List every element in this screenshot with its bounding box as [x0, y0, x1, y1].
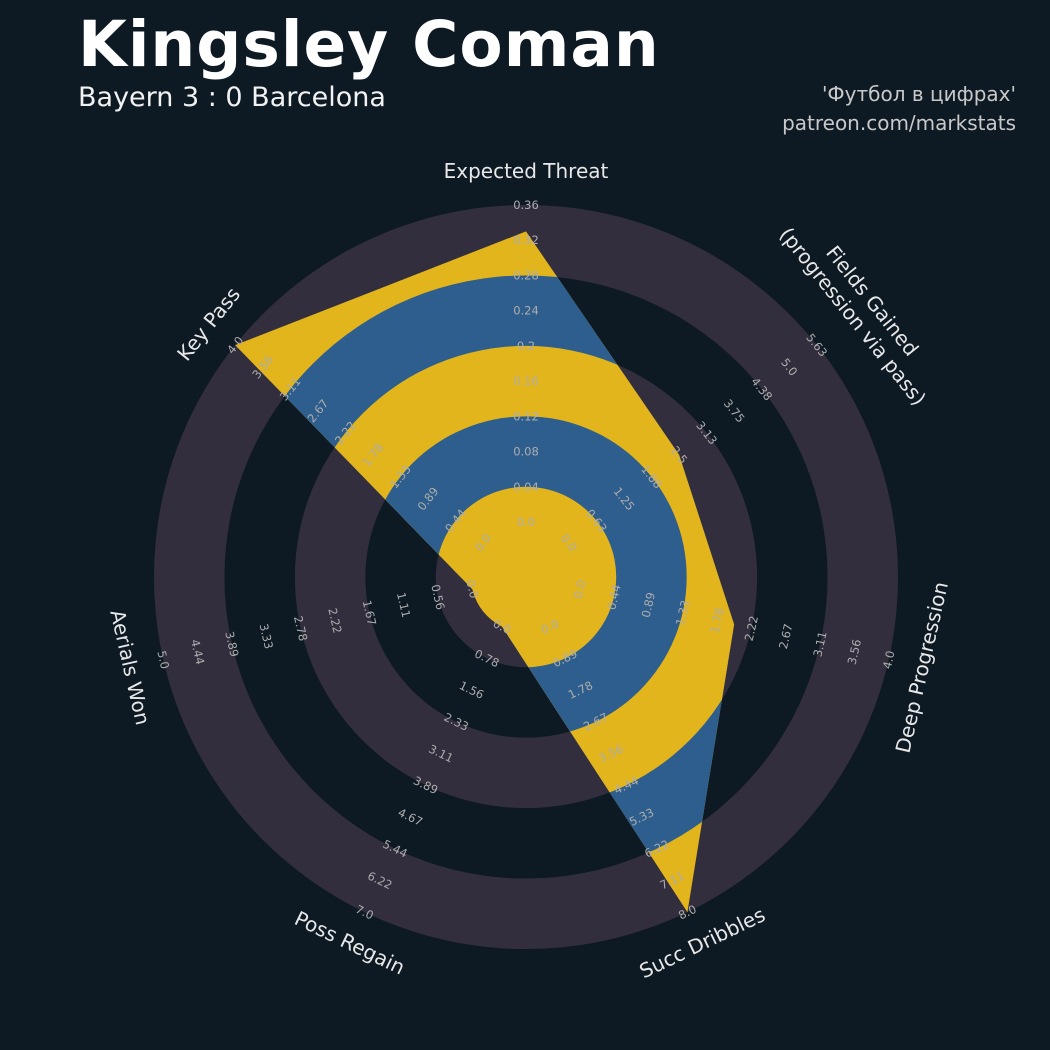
tick-label: 0.32 — [513, 233, 539, 247]
tick-label: 2.22 — [742, 614, 761, 642]
tick-label: 4.0 — [880, 649, 898, 670]
tick-label: 0.2 — [517, 339, 535, 353]
tick-label: 0.12 — [513, 409, 539, 423]
tick-label: 0.89 — [639, 591, 658, 619]
tick-label: 0.0 — [571, 579, 589, 600]
tick-label: 0.0 — [517, 515, 535, 529]
tick-label: 0.04 — [513, 480, 539, 494]
tick-label: 0.24 — [513, 304, 539, 318]
credits: 'Футбол в цифрах' patreon.com/markstats — [782, 80, 1016, 138]
tick-label: 2.67 — [776, 622, 795, 650]
tick-label: 1.33 — [673, 599, 692, 627]
tick-label: 3.33 — [257, 622, 276, 650]
tick-label: 0.16 — [513, 374, 539, 388]
tick-label: 1.11 — [394, 591, 413, 619]
match-subtitle: Bayern 3 : 0 Barcelona — [78, 82, 386, 114]
credit-patreon: patreon.com/markstats — [782, 111, 1016, 135]
tick-label: 3.11 — [810, 630, 829, 658]
tick-label: 2.22 — [325, 607, 344, 635]
tick-label: 0.44 — [604, 583, 623, 611]
tick-label: 0.08 — [513, 445, 539, 459]
tick-label: 5.0 — [154, 649, 172, 670]
tick-label: 1.67 — [360, 599, 379, 627]
tick-label: 0.28 — [513, 268, 539, 282]
center-circle — [471, 522, 581, 632]
tick-label: 4.44 — [188, 638, 207, 666]
tick-label: 3.89 — [222, 630, 241, 658]
axis-label: Expected Threat — [444, 159, 609, 183]
axis-label: Deep Progression — [891, 579, 953, 755]
tick-label: 3.56 — [845, 638, 864, 666]
tick-label: 0.36 — [513, 198, 539, 212]
credit-brand: 'Футбол в цифрах' — [821, 82, 1016, 106]
tick-label: 2.78 — [291, 614, 310, 642]
page-title: Kingsley Coman — [78, 8, 660, 81]
axis-label: Aerials Won — [105, 607, 155, 727]
tick-label: 1.78 — [707, 607, 726, 635]
header: Kingsley Coman Bayern 3 : 0 Barcelona — [78, 8, 660, 114]
tick-label: 0.0 — [464, 579, 482, 600]
tick-label: 0.56 — [428, 583, 447, 611]
